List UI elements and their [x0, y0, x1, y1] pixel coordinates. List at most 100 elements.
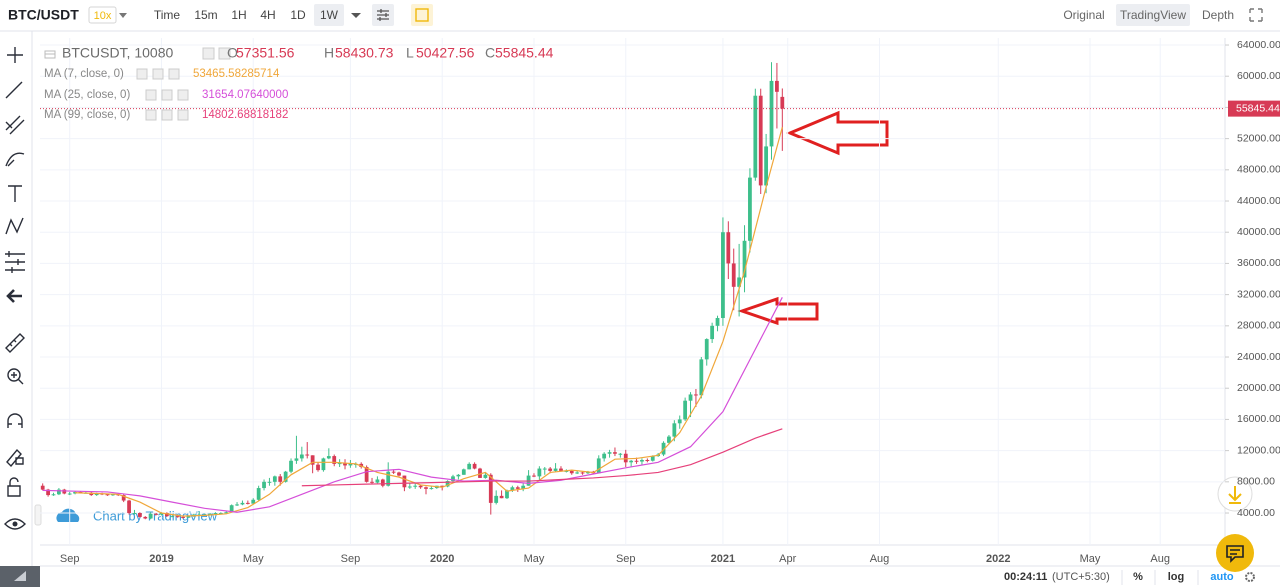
candle-body: [316, 464, 320, 471]
candle-body: [564, 470, 569, 472]
lock-drawings-tool[interactable]: [6, 448, 24, 468]
candle-body: [343, 463, 347, 466]
y-tick-label: 52000.00: [1237, 132, 1280, 144]
y-tick-label: 48000.00: [1237, 164, 1280, 176]
legend-button[interactable]: [177, 109, 189, 121]
y-tick-label: 28000.00: [1237, 320, 1280, 332]
crosshair-tool[interactable]: [7, 47, 23, 63]
legend-button[interactable]: [136, 68, 148, 80]
settings-icon[interactable]: [1245, 572, 1255, 582]
brush-tool[interactable]: [5, 152, 25, 167]
scale-option[interactable]: auto: [1210, 571, 1234, 583]
ohlc-value: 50427.56: [416, 45, 475, 61]
legend-button[interactable]: [152, 68, 164, 80]
ohlc-label: C: [485, 45, 495, 61]
fib-tool[interactable]: [5, 115, 25, 135]
candle-body: [326, 456, 331, 459]
legend-button[interactable]: [177, 89, 189, 101]
legend-icons: [44, 47, 231, 60]
prediction-tool[interactable]: [5, 251, 25, 273]
interval-caret[interactable]: [351, 13, 361, 18]
candle-body: [569, 470, 574, 474]
measure-tool[interactable]: [5, 333, 25, 353]
fav-button[interactable]: [411, 4, 433, 26]
zoom-tool[interactable]: [7, 368, 21, 382]
interval-option[interactable]: 1D: [290, 8, 306, 22]
candle-body: [596, 458, 601, 474]
fullscreen-icon[interactable]: [1249, 8, 1263, 22]
x-tick-label: Apr: [779, 553, 796, 565]
interval-option[interactable]: 4H: [260, 8, 275, 22]
leverage-box[interactable]: [88, 6, 117, 24]
candle-body: [370, 481, 374, 483]
candle-body: [634, 460, 639, 462]
timezone: (UTC+5:30): [1052, 571, 1110, 583]
magnet-tool[interactable]: [7, 413, 23, 428]
pattern-tool[interactable]: [5, 217, 24, 235]
candle-body: [456, 474, 461, 477]
view-option[interactable]: Depth: [1202, 8, 1234, 22]
active-view-bg: [1116, 4, 1190, 26]
candle-body: [127, 500, 131, 514]
candle-body: [397, 472, 401, 476]
ma-legend-value: 14802.68818182: [202, 109, 288, 121]
lock-tool[interactable]: [7, 477, 21, 497]
interval-option[interactable]: 1H: [231, 8, 246, 22]
chat-button[interactable]: [1216, 534, 1254, 572]
legend-button[interactable]: [218, 47, 231, 60]
candle-body: [386, 471, 391, 486]
x-tick-label: Aug: [870, 553, 890, 565]
ma-line: [75, 127, 783, 517]
dropdown-caret[interactable]: [119, 13, 127, 18]
ohlc-label: L: [406, 45, 414, 61]
candle-body: [272, 476, 277, 482]
candle-body: [640, 459, 644, 462]
candle-body: [505, 490, 509, 499]
side-handle[interactable]: [34, 504, 42, 526]
candle-body: [267, 481, 272, 483]
candle-body: [704, 339, 709, 360]
collapse-legend[interactable]: [44, 50, 56, 59]
interval-option[interactable]: Time: [154, 8, 181, 22]
scale-option[interactable]: %: [1133, 571, 1143, 583]
candle-body: [310, 455, 315, 465]
legend-button[interactable]: [202, 47, 215, 60]
candle-body: [391, 471, 396, 473]
candle-body: [753, 95, 758, 178]
candle-body: [429, 488, 434, 490]
candle-body: [164, 513, 169, 517]
back-tool[interactable]: [6, 289, 22, 303]
text-tool[interactable]: [8, 185, 22, 202]
candle-body: [175, 516, 180, 518]
candle-body: [305, 454, 310, 456]
legend-button[interactable]: [161, 89, 173, 101]
scale-option[interactable]: log: [1168, 571, 1185, 583]
interval-option[interactable]: 15m: [194, 8, 217, 22]
y-tick-label: 20000.00: [1237, 382, 1280, 394]
leverage[interactable]: 10x: [94, 10, 112, 22]
candle-body: [51, 494, 56, 496]
view-option[interactable]: TradingView: [1120, 8, 1186, 22]
y-tick-label: 36000.00: [1237, 257, 1280, 269]
ohlc-label: H: [324, 45, 334, 61]
legend-button[interactable]: [161, 109, 173, 121]
interval-option[interactable]: 1W: [320, 8, 339, 22]
candle-body: [148, 513, 153, 519]
watermark-logo: [56, 508, 80, 522]
candle-body: [407, 486, 412, 488]
legend-button[interactable]: [168, 68, 180, 80]
legend-button[interactable]: [145, 109, 157, 121]
candle-body: [677, 419, 682, 424]
trendline-tool[interactable]: [5, 81, 23, 99]
x-tick-label: Sep: [616, 553, 636, 565]
legend-title: BTCUSDT, 10080: [62, 45, 173, 61]
candle-body: [375, 479, 380, 483]
legend-button[interactable]: [145, 89, 157, 101]
view-option[interactable]: Original: [1063, 8, 1104, 22]
y-tick-label: 8000.00: [1237, 476, 1275, 488]
visibility-tool[interactable]: [4, 518, 26, 530]
candle-body: [629, 460, 634, 463]
candle-body: [105, 494, 110, 496]
